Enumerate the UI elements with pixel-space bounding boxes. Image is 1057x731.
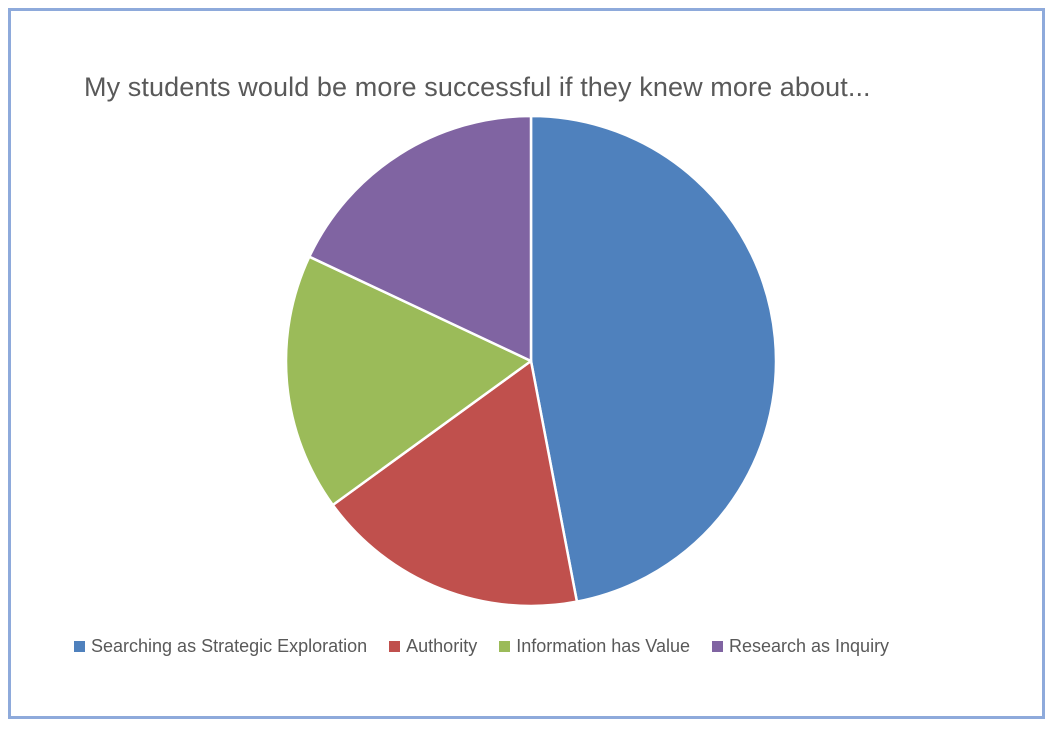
legend-swatch-authority <box>389 641 401 652</box>
pie-slice-research-inquiry <box>308 114 533 363</box>
chart-legend: Searching as Strategic Exploration Autho… <box>74 636 889 657</box>
pie-slice-searching <box>529 114 778 603</box>
legend-label-authority: Authority <box>406 636 478 656</box>
legend-label-searching: Searching as Strategic Exploration <box>91 636 368 656</box>
legend-item-authority: Authority <box>389 636 477 657</box>
legend-swatch-searching <box>74 641 85 652</box>
pie-slice-information-value <box>284 255 533 507</box>
legend-item-research-inquiry: Research as Inquiry <box>711 636 890 657</box>
legend-label-information-value: Information has Value <box>516 636 690 656</box>
legend-item-information-value: Information has Value <box>499 636 690 657</box>
chart-title: My students would be more successful if … <box>84 72 871 102</box>
legend-item-searching: Searching as Strategic Exploration <box>74 636 367 657</box>
legend-swatch-research-inquiry <box>711 641 723 652</box>
pie-slice-authority <box>331 359 579 608</box>
legend-swatch-information-value <box>499 641 511 652</box>
legend-label-research-inquiry: Research as Inquiry <box>728 636 890 656</box>
